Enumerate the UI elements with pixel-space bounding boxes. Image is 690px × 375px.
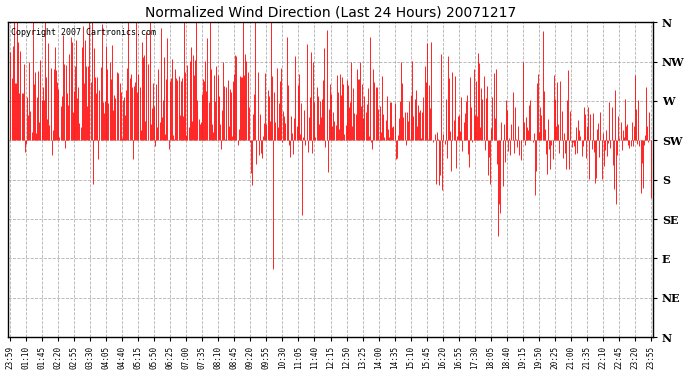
Title: Normalized Wind Direction (Last 24 Hours) 20071217: Normalized Wind Direction (Last 24 Hours… (145, 6, 516, 20)
Text: Copyright 2007 Cartronics.com: Copyright 2007 Cartronics.com (12, 28, 157, 38)
